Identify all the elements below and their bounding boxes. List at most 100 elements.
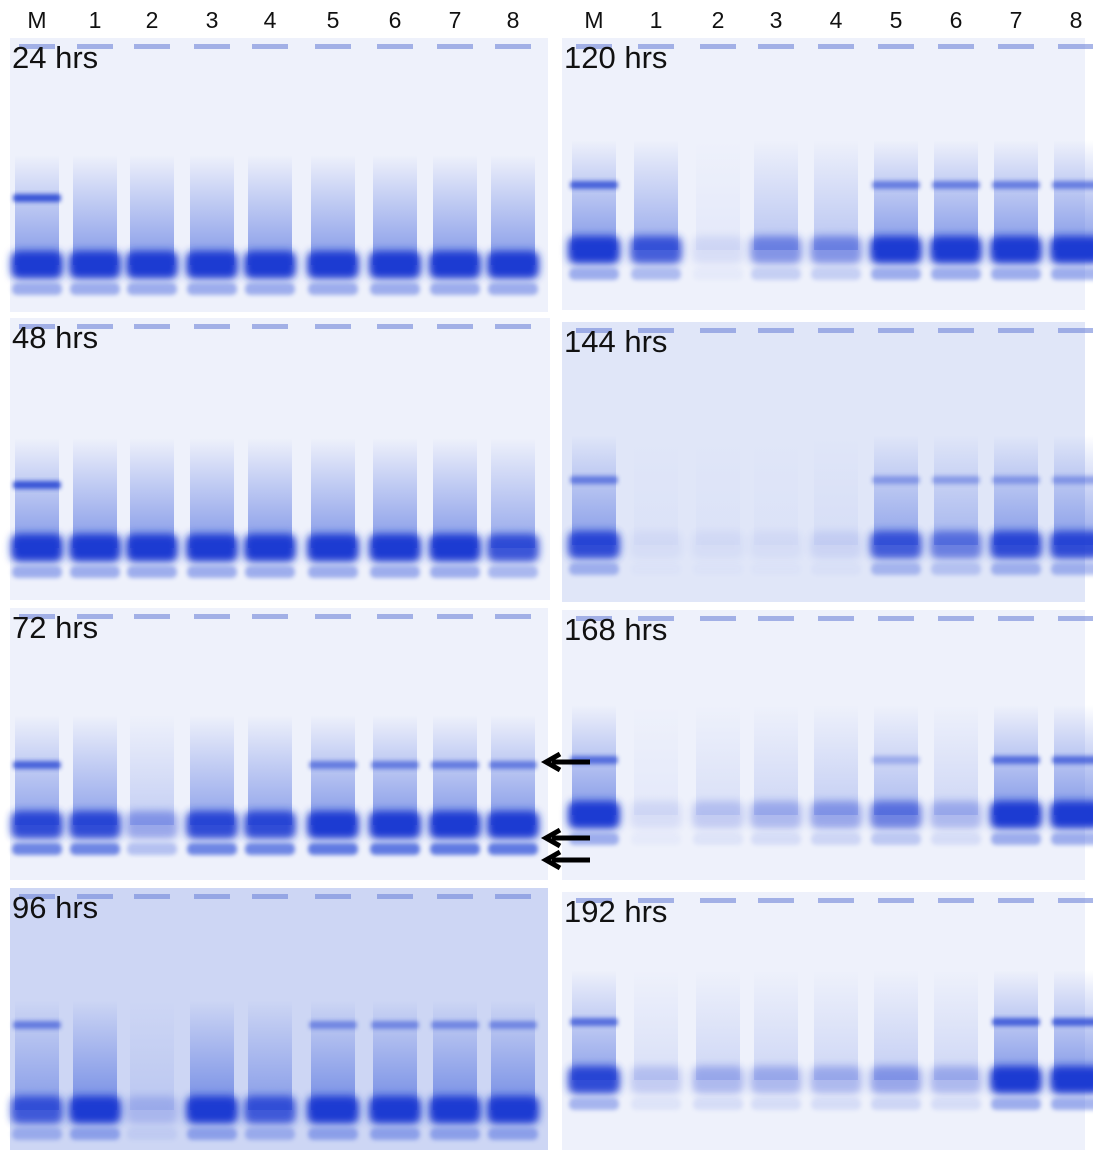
well	[998, 44, 1034, 49]
lane-smear	[248, 715, 292, 825]
lower-band	[12, 843, 62, 855]
well	[77, 614, 113, 619]
main-band	[750, 531, 802, 559]
lane-label: 5	[327, 7, 340, 33]
well	[315, 44, 351, 49]
main-band	[568, 1066, 620, 1094]
main-band	[630, 1066, 682, 1094]
lower-band	[751, 1098, 801, 1110]
lane-smear	[814, 705, 858, 815]
well	[134, 324, 170, 329]
main-band	[307, 534, 359, 562]
lane-smear	[15, 1000, 59, 1110]
lane-smear	[190, 438, 234, 548]
lane-smear	[814, 140, 858, 250]
main-band	[990, 801, 1042, 829]
lane-label: 6	[389, 7, 402, 33]
main-band	[307, 251, 359, 279]
lower-band	[1051, 268, 1093, 280]
well	[638, 616, 674, 621]
arrow	[540, 827, 590, 849]
lane-smear	[874, 970, 918, 1080]
panel-label: 120 hrs	[564, 40, 667, 75]
well	[19, 44, 55, 49]
main-band	[810, 236, 862, 264]
lower-band	[871, 563, 921, 575]
main-band	[930, 1066, 982, 1094]
well	[252, 324, 288, 329]
well	[134, 614, 170, 619]
lower-band	[308, 1128, 358, 1140]
main-band	[487, 811, 539, 839]
lower-band	[991, 268, 1041, 280]
well	[938, 44, 974, 49]
well	[758, 616, 794, 621]
lower-band	[631, 563, 681, 575]
lane-smear	[934, 970, 978, 1080]
main-band	[1050, 531, 1093, 559]
well	[1058, 44, 1093, 49]
well	[437, 324, 473, 329]
well	[1058, 616, 1093, 621]
lower-band	[370, 1128, 420, 1140]
main-band	[11, 534, 63, 562]
lane-smear	[15, 715, 59, 825]
well	[758, 328, 794, 333]
lane-smear	[433, 715, 477, 825]
upper-band	[932, 476, 980, 484]
lower-band	[871, 268, 921, 280]
lower-band	[430, 283, 480, 295]
lower-band	[187, 843, 237, 855]
main-band	[990, 531, 1042, 559]
panel-label: 192 hrs	[564, 894, 667, 929]
main-band	[750, 801, 802, 829]
lower-band	[12, 283, 62, 295]
lane-smear	[634, 705, 678, 815]
well	[134, 44, 170, 49]
lane-smear	[572, 435, 616, 545]
lower-band	[308, 283, 358, 295]
gel-panel	[562, 322, 1093, 602]
well	[194, 894, 230, 899]
lower-band	[187, 1128, 237, 1140]
main-band	[810, 801, 862, 829]
main-band	[244, 251, 296, 279]
lane-smear	[491, 438, 535, 548]
upper-band	[570, 1018, 618, 1026]
lane-smear	[696, 435, 740, 545]
lane-smear	[696, 970, 740, 1080]
lane-smear	[814, 435, 858, 545]
well	[700, 898, 736, 903]
lane-smear	[994, 140, 1038, 250]
upper-band	[872, 756, 920, 764]
gel-panel	[562, 38, 1093, 310]
lower-band	[70, 1128, 120, 1140]
main-band	[186, 534, 238, 562]
upper-band	[1052, 756, 1093, 764]
well	[194, 324, 230, 329]
well	[878, 328, 914, 333]
lower-band	[370, 283, 420, 295]
lane-smear	[754, 435, 798, 545]
lower-band	[127, 566, 177, 578]
upper-band	[1052, 181, 1093, 189]
lane-smear	[934, 140, 978, 250]
lane-label: 2	[712, 7, 725, 33]
gel-panel	[562, 892, 1093, 1150]
lane-label: 1	[89, 7, 102, 33]
well	[818, 44, 854, 49]
well	[576, 44, 612, 49]
upper-band	[992, 1018, 1040, 1026]
well	[818, 328, 854, 333]
lane-smear	[696, 705, 740, 815]
lane-smear	[248, 438, 292, 548]
well	[377, 324, 413, 329]
main-band	[186, 251, 238, 279]
main-band	[307, 1096, 359, 1124]
main-band	[1050, 1066, 1093, 1094]
lane-smear	[190, 155, 234, 265]
lane-smear	[491, 715, 535, 825]
main-band	[11, 811, 63, 839]
lane-smear	[934, 705, 978, 815]
lane-label: 4	[830, 7, 843, 33]
